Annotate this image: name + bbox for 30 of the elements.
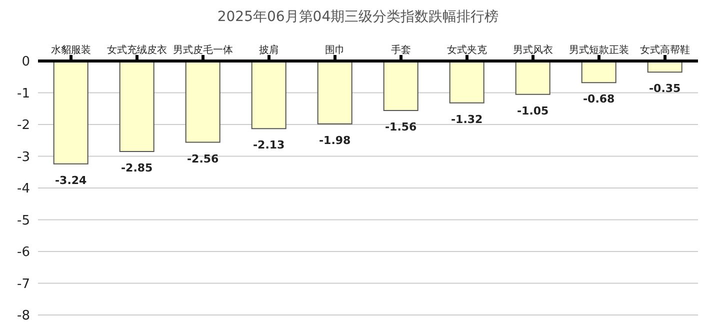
y-tick-label: -3 [17,150,30,165]
x-tick-label: 女式夹克 [447,44,487,56]
data-label: -0.35 [648,82,681,96]
data-label: -0.68 [582,92,615,106]
y-tick-label: -7 [17,276,30,292]
data-label: -1.05 [516,104,549,118]
x-tick-label: 披肩 [259,44,279,56]
x-tick-label: 男式皮毛一体 [173,44,233,56]
x-tick-label: 围巾 [325,44,345,56]
data-label: -1.56 [384,120,418,134]
data-label: -2.85 [120,161,153,174]
y-tick-label: 0 [22,54,30,70]
y-tick-label: -1 [17,86,30,102]
data-label: -1.32 [450,112,483,126]
chart-title: 2025年06月第04期三级分类指数跌幅排行榜 [216,8,500,27]
y-tick-label: -6 [17,245,30,260]
y-tick-label: -2 [17,118,30,134]
x-tick-label: 男式短款正装 [569,44,629,56]
y-tick-label: -4 [17,182,30,197]
y-tick-label: -8 [17,308,30,324]
data-label: -1.98 [318,134,351,147]
y-tick-label: -5 [17,213,30,228]
data-label: -3.24 [54,174,88,187]
x-tick-label: 女式充绒皮衣 [107,44,167,56]
x-tick-label: 手套 [391,44,411,56]
x-tick-label: 水貂服装 [51,44,91,56]
x-tick-label: 女式高帮鞋 [640,44,690,56]
data-label: -2.13 [252,138,285,152]
data-label: -2.56 [186,152,220,166]
x-tick-label: 男式风衣 [513,44,553,56]
